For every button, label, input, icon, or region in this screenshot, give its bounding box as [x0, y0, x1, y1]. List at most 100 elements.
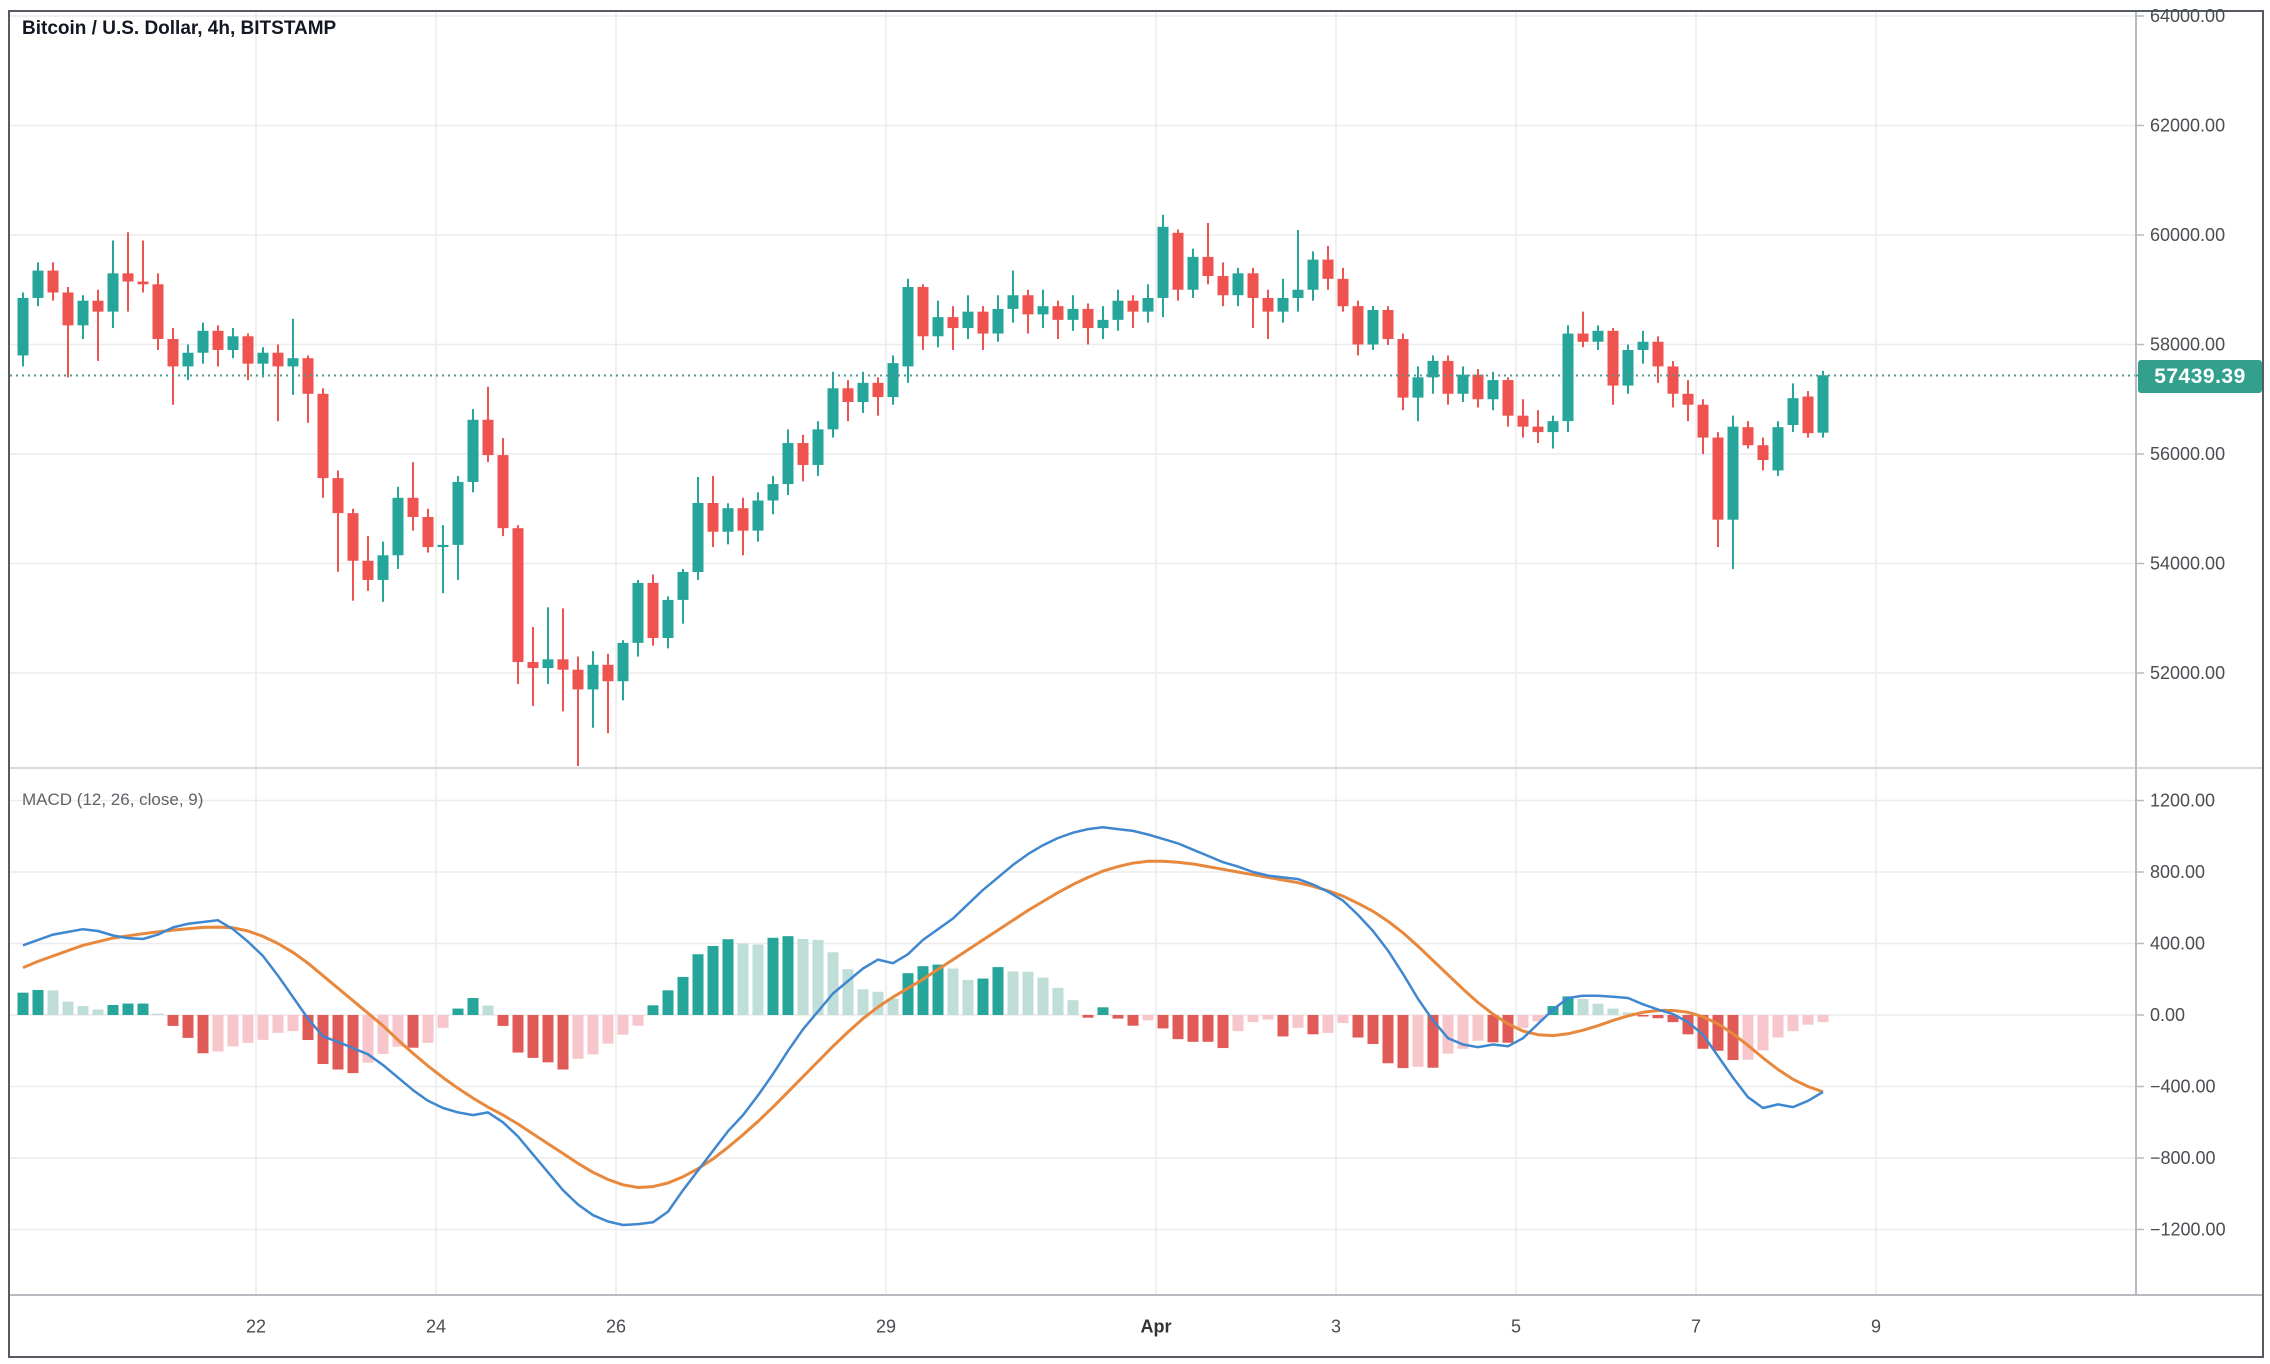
candle-body — [1412, 377, 1424, 398]
macd-histogram-bar — [722, 939, 734, 1015]
candle-body — [392, 497, 404, 556]
candle-body — [767, 484, 779, 501]
macd-histogram-bar — [782, 936, 794, 1015]
macd-histogram-bar — [1187, 1015, 1199, 1042]
candle-body — [1502, 380, 1514, 416]
candle-body — [902, 287, 914, 367]
macd-histogram-bar — [797, 939, 809, 1015]
candle-body — [1562, 333, 1574, 422]
macd-histogram-bar — [257, 1015, 269, 1040]
macd-histogram-bar — [1442, 1015, 1454, 1054]
candle-body — [1742, 427, 1754, 446]
macd-histogram-bar — [1427, 1015, 1439, 1068]
candle-body — [962, 311, 974, 329]
candle-body — [1187, 256, 1199, 290]
macd-histogram-bar — [272, 1015, 284, 1033]
candle-body — [1667, 366, 1679, 394]
candle-body — [1592, 330, 1604, 342]
candle-body — [302, 358, 314, 394]
macd-histogram-bar — [962, 979, 974, 1015]
candle-body — [932, 317, 944, 337]
macd-tick-label: 1200.00 — [2150, 791, 2215, 811]
macd-histogram-bar — [677, 976, 689, 1015]
macd-histogram-bar — [1097, 1007, 1109, 1015]
macd-histogram-bar — [1277, 1015, 1289, 1037]
macd-histogram-bar — [1802, 1015, 1814, 1025]
macd-histogram-bar — [902, 973, 914, 1015]
candle-body — [527, 662, 539, 669]
macd-histogram-bar — [1727, 1015, 1739, 1061]
candle-body — [152, 284, 164, 340]
macd-histogram-bar — [1697, 1015, 1709, 1049]
macd-histogram-bar — [1817, 1015, 1829, 1023]
macd-histogram-bar — [1052, 987, 1064, 1015]
candle-body — [377, 555, 389, 580]
time-tick-label: 7 — [1691, 1317, 1701, 1337]
macd-histogram-bar — [917, 966, 929, 1015]
candle-body — [1472, 374, 1484, 400]
macd-histogram-bar — [182, 1015, 194, 1038]
macd-histogram-bar — [1202, 1015, 1214, 1042]
macd-histogram-bar — [602, 1015, 614, 1044]
macd-histogram-bar — [1082, 1015, 1094, 1018]
candle-body — [722, 508, 734, 532]
candle-body — [797, 443, 809, 465]
candle-body — [1082, 308, 1094, 329]
candle-body — [1337, 278, 1349, 307]
price-axis-labels[interactable]: 64000.00 62000.00 60000.00 58000.00 56000.00… — [2136, 6, 2225, 683]
candle-body — [1112, 300, 1124, 320]
macd-histogram-bar — [1742, 1015, 1754, 1060]
time-axis-labels[interactable]: 22 24 26 29 Apr 3 5 7 9 — [246, 1317, 1881, 1337]
macd-histogram-bar — [842, 969, 854, 1015]
macd-axis-labels[interactable]: 1200.00 800.00 400.00 0.00 −400.00 −800.00 −12… — [2136, 791, 2226, 1240]
candle-body — [632, 582, 644, 643]
macd-histogram-bar — [317, 1015, 329, 1064]
macd-histogram-bar — [647, 1005, 659, 1015]
candle-body — [107, 273, 119, 312]
candle-body — [1487, 380, 1499, 400]
macd-histogram-bar — [497, 1015, 509, 1026]
macd-histogram-bar — [1772, 1015, 1784, 1038]
candle-body — [542, 659, 554, 669]
candle-body — [1142, 297, 1154, 312]
candle-body — [887, 363, 899, 398]
macd-histogram-bar — [62, 1001, 74, 1015]
candle-body — [212, 330, 224, 350]
macd-histogram-bar — [422, 1015, 434, 1043]
candle-body — [872, 382, 884, 398]
macd-histogram-bar — [1022, 971, 1034, 1015]
candle-body — [47, 270, 59, 293]
candle-body — [1787, 398, 1799, 425]
macd-main — [22, 826, 1824, 1227]
candle-body — [842, 388, 854, 402]
candle-body — [1292, 289, 1304, 298]
candle-body — [257, 352, 269, 364]
candle-body — [1217, 276, 1229, 296]
macd-histogram-bar — [1307, 1015, 1319, 1035]
time-tick-label: 22 — [246, 1317, 266, 1337]
macd-histogram-bar — [1637, 1015, 1649, 1017]
macd-histogram-bar — [197, 1015, 209, 1054]
macd-histogram-bar — [1682, 1015, 1694, 1035]
macd-histogram-bar — [692, 954, 704, 1015]
macd-histogram-bar — [1622, 1012, 1634, 1015]
macd-histogram-bar — [932, 964, 944, 1015]
macd-histogram-bar — [17, 992, 29, 1015]
candle-body — [182, 352, 194, 367]
candle-body — [17, 297, 29, 356]
candle-body — [32, 270, 44, 298]
macd-histogram-bar — [1712, 1015, 1724, 1051]
candle-body — [347, 513, 359, 561]
macd-histogram-bar — [1472, 1015, 1484, 1041]
candle-body — [692, 503, 704, 572]
candle-body — [1037, 306, 1049, 315]
candle-body — [287, 358, 299, 367]
macd-histogram-bar — [1607, 1008, 1619, 1015]
macd-main-line — [22, 826, 1824, 1227]
macd-histogram-bar — [1382, 1015, 1394, 1064]
macd-histogram-bar — [542, 1015, 554, 1063]
macd-histogram-bar — [1292, 1015, 1304, 1028]
candle-body — [557, 659, 569, 670]
